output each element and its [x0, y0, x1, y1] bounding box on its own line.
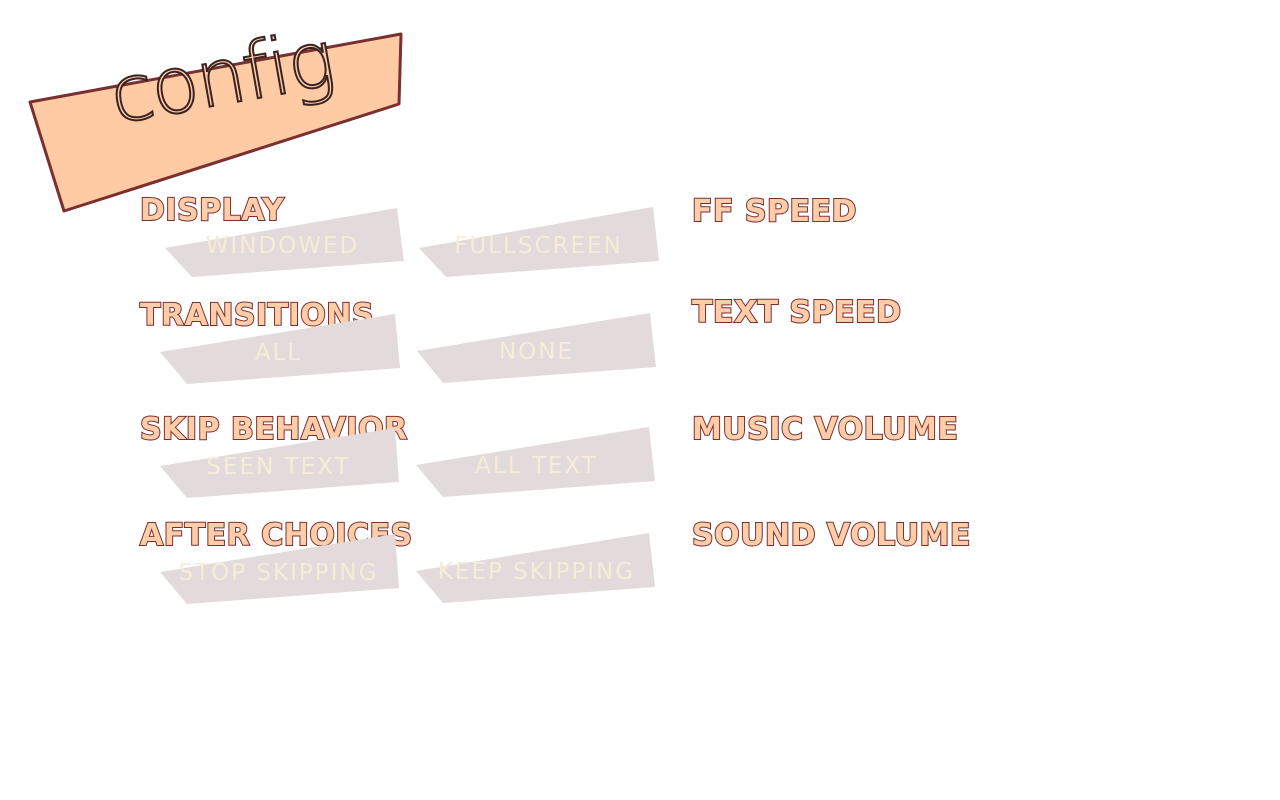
seen-text-button-shape: [160, 428, 399, 498]
all-text-button-label: ALL TEXT: [475, 453, 598, 479]
stop-skipping-button-label: STOP SKIPPING: [178, 560, 379, 586]
sound-volume-label: SOUND VOLUME: [691, 518, 971, 553]
transitions-all-button[interactable]: ALL: [156, 312, 401, 384]
transitions-none-button[interactable]: NONE: [414, 311, 659, 383]
transitions-all-button-shape: [160, 314, 400, 384]
transitions-none-button-label: NONE: [498, 339, 575, 365]
text-speed-label: TEXT SPEED: [691, 295, 902, 330]
music-volume-label: MUSIC VOLUME: [691, 412, 959, 447]
all-text-button[interactable]: ALL TEXT: [414, 425, 659, 497]
stop-skipping-button[interactable]: STOP SKIPPING: [156, 532, 401, 604]
windowed-button-shape: [165, 208, 404, 277]
fullscreen-button-label: FULLSCREEN: [454, 233, 623, 259]
transitions-all-button-label: ALL: [254, 340, 303, 366]
windowed-button[interactable]: WINDOWED: [160, 205, 405, 277]
transitions-none-button-shape: [417, 313, 656, 383]
title-banner: config: [0, 0, 420, 220]
title-banner-shape: [28, 32, 403, 213]
keep-skipping-button-shape: [416, 533, 655, 603]
keep-skipping-button-label: KEEP SKIPPING: [437, 559, 636, 585]
keep-skipping-button[interactable]: KEEP SKIPPING: [414, 531, 659, 603]
ff-speed-label: FF SPEED: [691, 194, 857, 229]
fullscreen-button-shape: [419, 207, 659, 277]
display-label: DISPLAY: [139, 193, 285, 228]
all-text-button-shape: [416, 427, 655, 497]
seen-text-button-label: SEEN TEXT: [206, 454, 351, 480]
windowed-button-label: WINDOWED: [205, 233, 360, 259]
fullscreen-button[interactable]: FULLSCREEN: [416, 205, 661, 277]
stop-skipping-button-shape: [160, 534, 399, 604]
seen-text-button[interactable]: SEEN TEXT: [156, 426, 401, 498]
